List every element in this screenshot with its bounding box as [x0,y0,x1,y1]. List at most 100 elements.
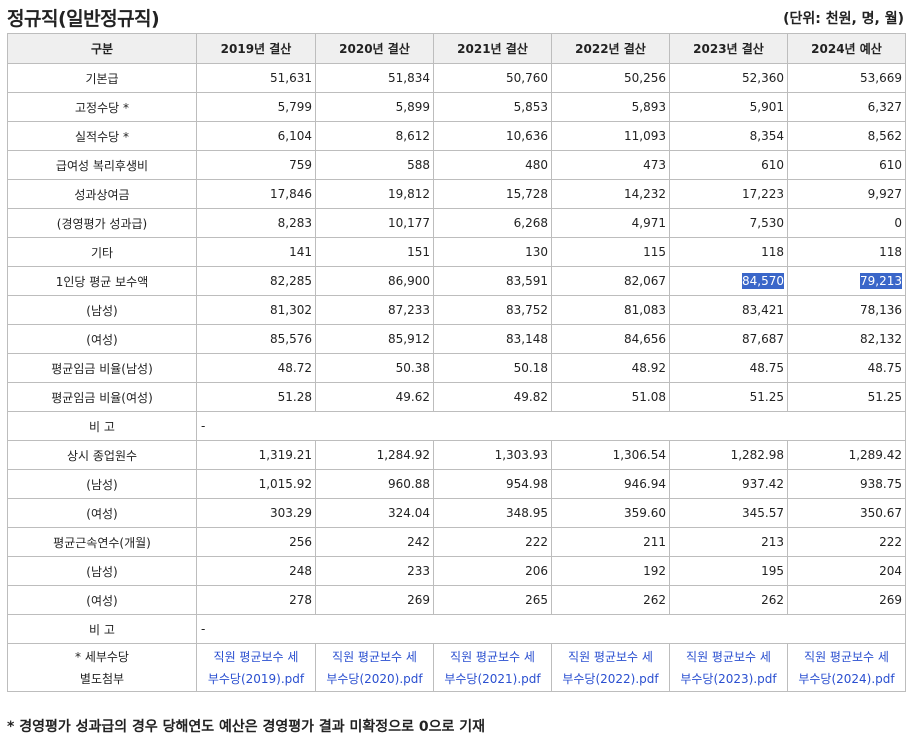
table-row: 기타 141 151 130 115 118 118 [7,237,906,267]
value-cell: 83,591 [433,266,552,296]
value-cell: 130 [433,237,552,267]
pdf-link[interactable]: 직원 평균보수 세 부수당(2024).pdf [790,646,903,690]
salary-table: 구분 2019년 결산 2020년 결산 2021년 결산 2022년 결산 2… [7,33,906,692]
value-cell: 345.57 [669,498,788,528]
value-cell: 50.18 [433,353,552,383]
cell-value: 50.18 [513,361,548,375]
value-cell: 51,834 [315,63,434,93]
attachment-cell: 직원 평균보수 세 부수당(2021).pdf [433,643,552,692]
cell-value: 5,901 [749,100,784,114]
footnote: * 경영평가 성과급의 경우 당해연도 예산은 경영평가 결과 미확정으로 0으… [7,719,485,735]
value-cell: 1,289.42 [787,440,906,470]
value-cell: 10,636 [433,121,552,151]
value-cell: 78,136 [787,295,906,325]
table-row: 평균근속연수(개월) 256 242 222 211 213 222 [7,527,906,557]
header-2024: 2024년 예산 [787,33,906,64]
cell-value: 51.25 [749,390,784,404]
cell-value: 50,760 [506,71,548,85]
cell-value: 233 [407,564,430,578]
value-cell: 348.95 [433,498,552,528]
cell-value: 83,591 [506,274,548,288]
cell-value: 6,268 [513,216,548,230]
note-label: 비 고 [7,614,197,644]
value-cell: 83,148 [433,324,552,354]
pdf-link-line2: 부수당(2023).pdf [680,671,777,686]
pdf-link-line1: 직원 평균보수 세 [686,649,771,664]
cell-value: 8,354 [749,129,784,143]
value-cell: 5,893 [551,92,670,122]
unit-label: (단위: 천원, 명, 월) [783,11,904,27]
value-cell: 50,760 [433,63,552,93]
value-cell: 52,360 [669,63,788,93]
value-cell: 5,853 [433,92,552,122]
value-cell: 6,327 [787,92,906,122]
pdf-link-line1: 직원 평균보수 세 [568,649,653,664]
table-row: 실적수당 * 6,104 8,612 10,636 11,093 8,354 8,562 [7,121,906,151]
value-cell: 4,971 [551,208,670,238]
cell-value: 11,093 [624,129,666,143]
value-cell: 473 [551,150,670,180]
table-row: 기본급 51,631 51,834 50,760 50,256 52,360 53,669 [7,63,906,93]
note-row: 비 고- [7,411,906,441]
cell-value: 303.29 [270,506,312,520]
row-label: 상시 종업원수 [7,440,197,470]
cell-value: 588 [407,158,430,172]
cell-value: 83,148 [506,332,548,346]
table-row: (여성) 85,576 85,912 83,148 84,656 87,687 82,132 [7,324,906,354]
cell-value: 10,177 [388,216,430,230]
pdf-link[interactable]: 직원 평균보수 세 부수당(2019).pdf [199,646,313,690]
cell-value: 48.75 [867,361,902,375]
pdf-link[interactable]: 직원 평균보수 세 부수당(2020).pdf [318,646,431,690]
value-cell: 17,223 [669,179,788,209]
cell-value: 1,284.92 [376,448,430,462]
value-cell: 248 [196,556,316,586]
cell-value: 278 [289,593,312,607]
cell-value: 222 [879,535,902,549]
value-cell: 938.75 [787,469,906,499]
value-cell: 14,232 [551,179,670,209]
cell-value: 8,612 [395,129,430,143]
note-value: - [196,614,906,644]
table-row: 1인당 평균 보수액 82,285 86,900 83,591 82,067 84,570… [7,266,906,296]
value-cell: 359.60 [551,498,670,528]
cell-value: 81,302 [270,303,312,317]
value-cell: 10,177 [315,208,434,238]
value-cell: 50,256 [551,63,670,93]
pdf-link-line1: 직원 평균보수 세 [332,649,417,664]
pdf-link[interactable]: 직원 평균보수 세 부수당(2021).pdf [436,646,549,690]
value-cell: 954.98 [433,469,552,499]
value-cell: 141 [196,237,316,267]
cell-value: 248 [289,564,312,578]
table-row: (남성) 1,015.92 960.88 954.98 946.94 937.42 938.… [7,469,906,499]
value-cell: 51.28 [196,382,316,412]
cell-value: 87,687 [742,332,784,346]
value-cell: 6,104 [196,121,316,151]
value-cell: 324.04 [315,498,434,528]
cell-value: 1,289.42 [848,448,902,462]
value-cell: 151 [315,237,434,267]
cell-value: 9,927 [867,187,902,201]
cell-value: 115 [643,245,666,259]
value-cell: 118 [669,237,788,267]
row-label: (여성) [7,585,197,615]
table-row: 평균임금 비율(남성) 48.72 50.38 50.18 48.92 48.75 48.7… [7,353,906,383]
value-cell: 17,846 [196,179,316,209]
cell-value: 86,900 [388,274,430,288]
value-cell: 53,669 [787,63,906,93]
cell-value: 256 [289,535,312,549]
table-row: (여성) 303.29 324.04 348.95 359.60 345.57 350.67 [7,498,906,528]
pdf-link-line2: 부수당(2022).pdf [562,671,659,686]
row-label: (여성) [7,324,197,354]
cell-value: 242 [407,535,430,549]
row-label: (남성) [7,295,197,325]
cell-value: 6,104 [277,129,312,143]
value-cell: 81,083 [551,295,670,325]
cell-value: 81,083 [624,303,666,317]
value-cell: 222 [433,527,552,557]
value-cell: 82,285 [196,266,316,296]
value-cell: 48.92 [551,353,670,383]
cell-value: 211 [643,535,666,549]
